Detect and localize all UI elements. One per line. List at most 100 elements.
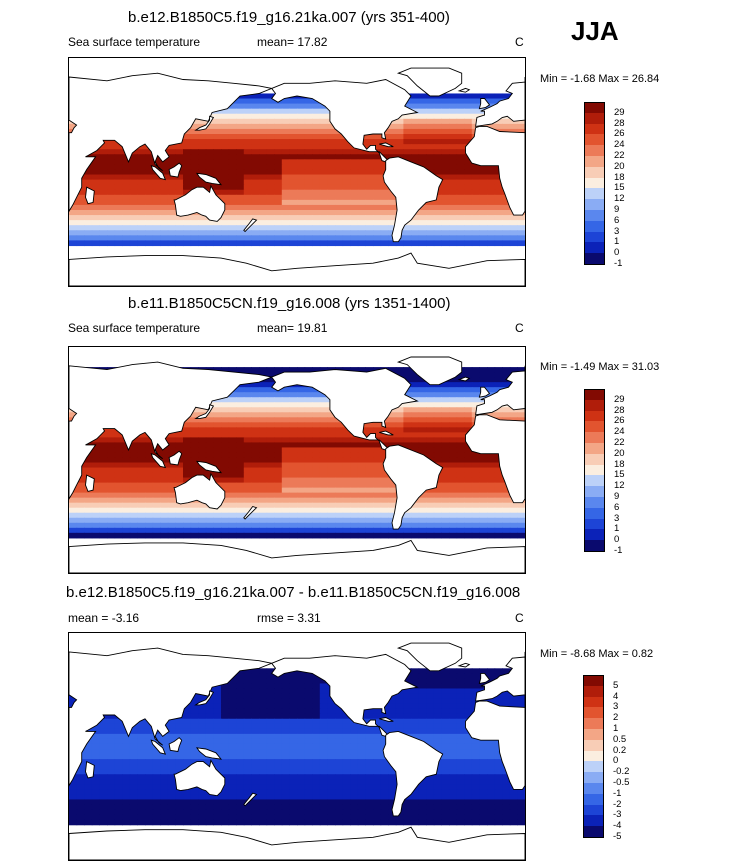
colorbar-swatch [583,761,604,773]
colorbar-label: 6 [614,501,620,513]
coastline [168,450,183,466]
colorbar-label: -1 [614,545,623,556]
coastline [475,370,525,416]
coastline [173,759,226,797]
coastline [396,356,463,386]
colorbar-swatch [583,793,604,806]
colorbar-label: 0.5 [613,733,627,745]
colorbar-swatch [584,123,605,135]
coastline [457,376,471,382]
map-canvas [69,642,525,860]
panel-3-units: C [515,611,524,625]
colorbar-swatch [583,739,604,752]
panel-1-units: C [515,35,524,49]
panel-2-colorbar: 29 28 26 24 22 20 18 15 12 9 6 3 1 0 -1 [584,389,644,556]
colorbar-swatch [584,242,605,254]
panel-3-map [68,632,526,861]
coastline [150,452,167,469]
colorbar-swatch [584,453,605,466]
colorbar-label: 22 [614,437,625,448]
colorbar-label: -5 [613,831,622,842]
colorbar-label: -3 [613,809,622,821]
colorbar-label: 26 [614,128,625,140]
coastline [69,826,525,860]
colorbar-swatch [584,507,605,520]
coastline [69,539,525,573]
coastline [396,67,463,97]
colorbar-swatch [583,675,604,687]
colorbar-swatch [584,156,605,168]
coastline [194,690,215,706]
colorbar-label: 12 [614,193,625,205]
panel-1-variable-label: Sea surface temperature [68,35,201,49]
coastline [173,472,226,510]
colorbar-label: 6 [614,214,620,226]
colorbar-label: 5 [613,679,619,691]
colorbar-label: 24 [614,426,625,438]
coastline [396,642,463,672]
colorbar-label: -0.5 [613,777,630,788]
panel-2-mean-label: mean= 19.81 [257,321,328,335]
colorbar-label: 0.2 [613,744,627,756]
coastline [475,656,525,702]
coastline [243,792,258,807]
colorbar-swatch [583,685,604,698]
colorbar-swatch [584,199,605,211]
colorbar-swatch [584,112,605,125]
coastline [382,156,444,243]
colorbar-swatch [584,210,605,222]
colorbar-label: 12 [614,480,625,492]
coastline [478,98,491,110]
colorbar-swatch [584,399,605,412]
coastline [270,79,419,163]
panel-3-title: b.e12.B1850C5.f19_g16.21ka.007 - b.e11.B… [66,584,521,601]
colorbar-label: 9 [614,491,620,502]
colorbar-swatch [584,475,605,487]
coastline [85,186,95,205]
panel-1-map [68,57,526,287]
colorbar-label: 1 [614,236,620,248]
colorbar-label: 15 [614,469,625,481]
colorbar-swatch [584,432,605,444]
colorbar-label: 28 [614,117,625,129]
coastline [69,72,274,213]
colorbar-swatch [583,815,604,827]
coastline [243,218,258,233]
coastline [465,651,525,790]
colorbar-swatch [583,804,604,816]
coastline [195,460,223,474]
colorbar-swatch [583,826,604,838]
colorbar-label: 20 [614,447,625,459]
colorbar-label: 2 [613,712,619,724]
coastline [379,142,394,148]
colorbar-swatch [584,421,605,433]
coastline [85,474,95,492]
colorbar-label: 3 [613,701,619,713]
colorbar-label: 26 [614,415,625,427]
colorbar-swatch [584,166,605,179]
coastline [194,404,215,420]
colorbar-label: 18 [614,458,625,470]
coastline [195,747,223,760]
coastline [379,430,394,436]
colorbar-swatch [583,772,604,784]
colorbar-swatch [583,750,604,762]
colorbar-swatch [584,518,605,530]
coastline [194,115,215,131]
season-label: JJA [571,16,619,46]
colorbar-swatch [584,231,605,243]
colorbar-swatch [584,389,605,401]
colorbar-swatch [584,177,605,189]
colorbar-label: 28 [614,404,625,416]
coastline [195,172,223,186]
colorbar-swatch [584,464,605,476]
coastline [457,87,471,93]
panel-2-variable-label: Sea surface temperature [68,321,201,335]
coastline [382,444,444,530]
coastline [379,717,394,722]
panel-2-title: b.e11.B1850C5CN.f19_g16.008 (yrs 1351-14… [128,295,451,312]
colorbar-swatch [584,134,605,146]
coastline [150,165,167,181]
coastline [243,505,258,520]
colorbar-label: 20 [614,160,625,172]
